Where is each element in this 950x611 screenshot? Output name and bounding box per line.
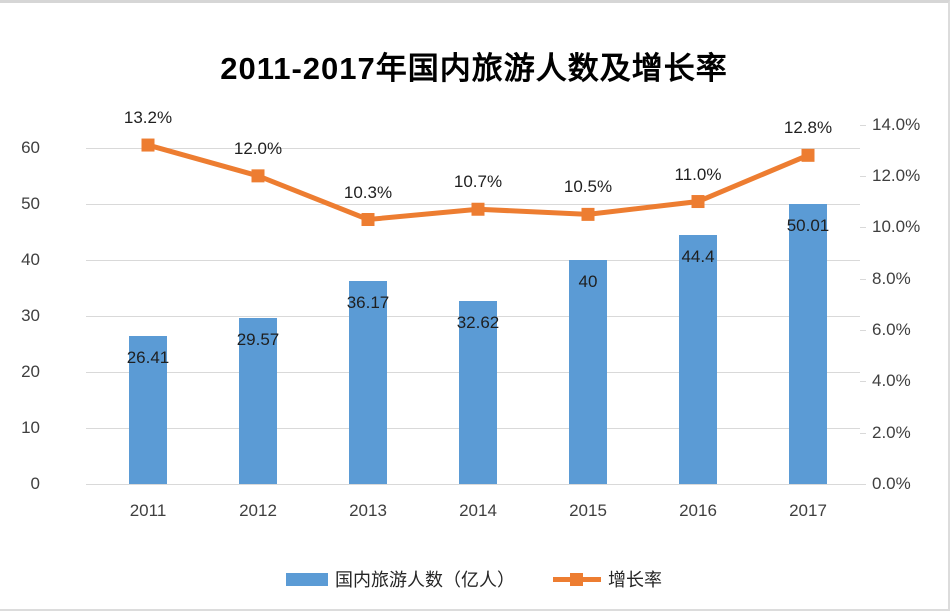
right-axis-tick-label: 0.0% bbox=[872, 474, 911, 493]
line-marker bbox=[361, 213, 375, 227]
line-data-label: 10.3% bbox=[343, 182, 393, 202]
gridline bbox=[92, 148, 860, 149]
legend-item-bar-series: 国内旅游人数（亿人） bbox=[286, 566, 515, 592]
bar-2012 bbox=[239, 318, 277, 484]
right-axis-tick-mark bbox=[860, 175, 866, 177]
gridline bbox=[92, 484, 860, 485]
bar-data-label: 29.57 bbox=[236, 330, 280, 350]
gridline bbox=[92, 260, 860, 261]
x-axis-category-label: 2015 bbox=[569, 501, 607, 520]
bar-data-label: 40 bbox=[578, 272, 598, 291]
line-marker bbox=[581, 207, 595, 221]
bar-2014 bbox=[459, 301, 497, 484]
right-axis-tick-label: 10.0% bbox=[872, 217, 921, 237]
line-data-label: 10.5% bbox=[563, 177, 613, 197]
left-axis-tick-mark bbox=[86, 204, 92, 205]
left-axis-tick-mark bbox=[86, 148, 92, 149]
right-axis-tick-label: 4.0% bbox=[872, 371, 911, 391]
left-axis-tick-mark bbox=[86, 316, 92, 317]
plot-area: 0 10 20 30 40 50 60 0.0% 2.0% 4.0% 6.0% 8.0% 10.0% 12… bbox=[0, 3, 948, 609]
bar-2017 bbox=[789, 203, 827, 484]
right-axis-tick-label: 12.0% bbox=[872, 165, 921, 185]
bar-2013 bbox=[349, 281, 387, 484]
chart-title: 2011-2017年国内旅游人数及增长率 bbox=[220, 51, 728, 86]
left-axis-tick-label: 10 bbox=[21, 418, 40, 437]
line-marker bbox=[141, 138, 155, 152]
bar-data-label: 26.41 bbox=[126, 348, 170, 368]
bar-2016 bbox=[679, 235, 717, 484]
legend-item-line-series: 增长率 bbox=[553, 566, 662, 592]
line-data-label: 13.2% bbox=[123, 108, 173, 128]
line-series-swatch-icon bbox=[553, 572, 601, 586]
right-axis-tick-mark bbox=[860, 432, 866, 434]
bar-data-label: 32.62 bbox=[456, 313, 500, 333]
left-axis-tick-mark bbox=[86, 260, 92, 261]
right-axis-tick-mark bbox=[860, 329, 866, 331]
bar-data-label: 50.01 bbox=[786, 215, 830, 235]
right-axis-tick-label: 6.0% bbox=[872, 319, 911, 339]
x-axis-category-label: 2016 bbox=[679, 501, 717, 520]
left-axis-tick-label: 60 bbox=[21, 138, 40, 157]
growth-rate-line bbox=[141, 138, 815, 227]
right-axis-tick-mark bbox=[860, 381, 866, 383]
right-axis-tick-mark bbox=[860, 124, 866, 126]
right-axis-tick-mark bbox=[860, 227, 866, 229]
left-axis-tick-label: 50 bbox=[21, 194, 40, 213]
left-axis-tick-mark bbox=[86, 372, 92, 373]
legend-label-line-series: 增长率 bbox=[608, 570, 662, 590]
right-axis-tick-mark bbox=[860, 484, 866, 485]
bar-series-swatch-icon bbox=[286, 572, 328, 586]
bar-2015 bbox=[569, 260, 607, 484]
line-data-label: 11.0% bbox=[674, 164, 722, 184]
left-axis-tick-label: 20 bbox=[21, 362, 40, 381]
line-marker bbox=[251, 169, 265, 183]
left-axis-tick-label: 40 bbox=[21, 250, 40, 269]
line-data-label: 12.0% bbox=[233, 138, 283, 158]
line-data-label: 10.7% bbox=[453, 172, 503, 192]
legend-label-bar-series: 国内旅游人数（亿人） bbox=[335, 570, 515, 590]
x-axis-category-label: 2011 bbox=[129, 501, 167, 520]
bar-2011 bbox=[129, 336, 167, 484]
right-axis-tick-mark bbox=[860, 278, 866, 280]
left-axis-tick-mark bbox=[86, 428, 92, 429]
x-axis-category-label: 2014 bbox=[459, 501, 497, 520]
left-axis-tick-mark bbox=[86, 484, 92, 485]
line-marker bbox=[471, 202, 485, 216]
line-data-label: 12.8% bbox=[783, 118, 833, 138]
bar-data-label: 36.17 bbox=[346, 293, 390, 313]
right-axis-tick-label: 2.0% bbox=[872, 422, 911, 442]
left-axis-tick-label: 0 bbox=[30, 474, 40, 493]
chart-legend: 国内旅游人数（亿人） 增长率 bbox=[0, 566, 948, 592]
bar-data-label: 44.4 bbox=[681, 247, 715, 267]
line-marker bbox=[801, 148, 815, 162]
left-axis-tick-label: 30 bbox=[21, 306, 40, 325]
x-axis-category-label: 2012 bbox=[239, 501, 277, 520]
line-marker bbox=[691, 195, 705, 209]
right-axis-tick-label: 8.0% bbox=[872, 268, 911, 288]
x-axis-category-label: 2013 bbox=[349, 501, 387, 520]
right-axis-tick-label: 14.0% bbox=[872, 114, 921, 134]
x-axis-category-label: 2017 bbox=[789, 501, 827, 520]
